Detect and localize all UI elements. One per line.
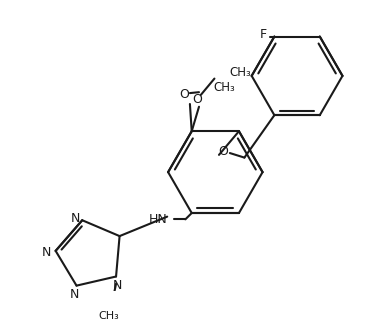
Text: O: O <box>180 88 189 101</box>
Text: N: N <box>70 212 80 225</box>
Text: N: N <box>113 279 122 292</box>
Text: CH₃: CH₃ <box>98 311 119 319</box>
Text: CH₃: CH₃ <box>229 66 251 79</box>
Text: HN: HN <box>149 213 167 226</box>
Text: N: N <box>70 288 79 301</box>
Text: CH₃: CH₃ <box>214 81 235 94</box>
Text: O: O <box>218 145 228 158</box>
Text: O: O <box>192 93 202 106</box>
Text: N: N <box>42 246 51 259</box>
Text: F: F <box>260 28 267 41</box>
